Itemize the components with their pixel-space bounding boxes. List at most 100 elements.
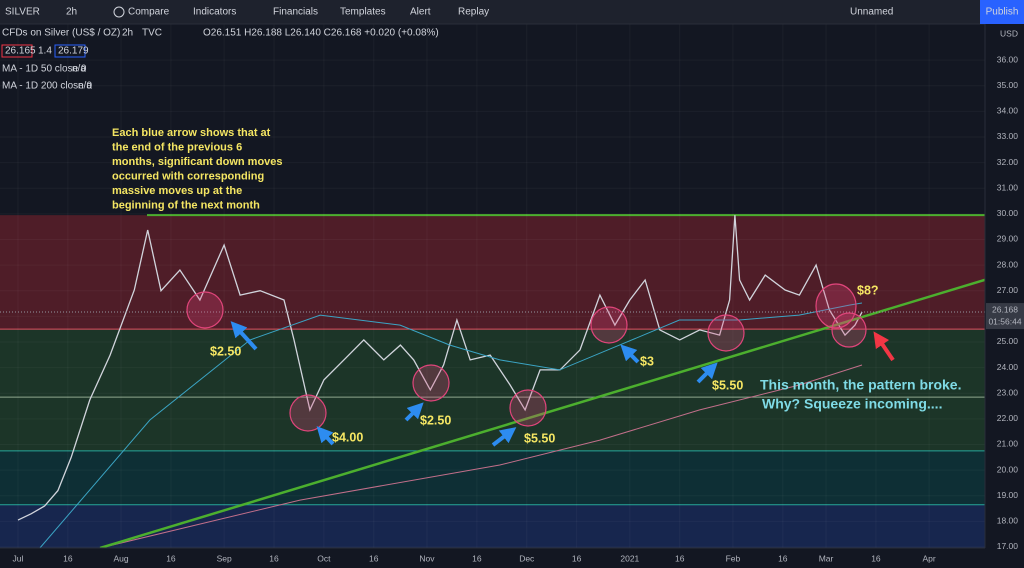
note-line: the end of the previous 6 [112, 141, 242, 153]
replay-button[interactable]: Replay [458, 7, 489, 18]
ohlc: O26.151 H26.188 L26.140 C26.168 +0.020 (… [203, 28, 439, 39]
ma200-value: n/a [78, 81, 92, 92]
y-tick-label: 33.00 [997, 131, 1019, 141]
note-line: beginning of the next month [112, 199, 260, 211]
price-axis [985, 24, 1024, 568]
x-tick-label: Mar [819, 553, 834, 563]
annotation: $2.50 [210, 344, 241, 358]
arrow [491, 427, 517, 447]
interval[interactable]: 2h [66, 7, 77, 18]
alert-button[interactable]: Alert [410, 7, 431, 18]
zone-layer [0, 24, 985, 548]
comment: Why? Squeeze incoming.... [762, 396, 942, 412]
note-line: occurred with corresponding [112, 170, 264, 182]
legend-interval: 2h [122, 28, 133, 39]
circle [707, 314, 745, 352]
y-tick-label: 32.00 [997, 157, 1019, 167]
x-tick-label: 16 [871, 553, 881, 563]
x-tick-label: 16 [63, 553, 73, 563]
zone [0, 450, 985, 505]
y-tick-label: 24.00 [997, 362, 1019, 372]
arrow [620, 344, 640, 364]
y-tick-label: 23.00 [997, 387, 1019, 397]
red-arrow [873, 331, 895, 362]
arrow [316, 426, 335, 446]
x-tick-label: 16 [166, 553, 176, 563]
circle [590, 306, 628, 344]
bid: 26.165 [5, 46, 36, 57]
zone [0, 215, 985, 330]
x-tick-label: 16 [778, 553, 788, 563]
arrow [230, 321, 258, 351]
ma50-legend: MA - 1D 50 close 0 [2, 64, 87, 75]
y-tick-label: 31.00 [997, 182, 1019, 192]
y-tick-label: 18.00 [997, 516, 1019, 526]
y-tick-label: 36.00 [997, 54, 1019, 64]
x-tick-label: Dec [519, 553, 535, 563]
y-tick-label: 28.00 [997, 259, 1019, 269]
y-tick-label: 29.00 [997, 234, 1019, 244]
last-price: 26.168 [992, 304, 1018, 314]
publish-button-bg[interactable] [980, 0, 1024, 24]
comment: This month, the pattern broke. [760, 377, 961, 393]
y-tick-label: 30.00 [997, 208, 1019, 218]
annotation: $4.00 [332, 430, 363, 444]
circles [186, 283, 867, 432]
circle [412, 364, 450, 402]
x-tick-label: Sep [217, 553, 232, 563]
note-line: months, significant down moves [112, 156, 283, 168]
zone [0, 504, 985, 548]
legend-exchange: TVC [142, 28, 162, 39]
layout-name[interactable]: Unnamed [850, 7, 893, 18]
compare-icon [113, 6, 125, 18]
x-tick-label: Feb [726, 553, 741, 563]
annotation: $3 [640, 354, 654, 368]
circle [815, 283, 857, 329]
annotation: $8? [857, 283, 879, 297]
x-tick-label: Nov [419, 553, 435, 563]
price-line [17, 215, 863, 521]
trendline [99, 278, 985, 548]
moving-average [99, 364, 863, 548]
time-axis [0, 548, 985, 568]
line-layer [0, 215, 985, 548]
x-tick-label: Jul [13, 553, 24, 563]
y-tick-label: 34.00 [997, 106, 1019, 116]
templates-button[interactable]: Templates [340, 7, 386, 18]
circle [289, 394, 327, 432]
y-tick-label: 27.00 [997, 285, 1019, 295]
y-tick-label: 17.00 [997, 541, 1019, 551]
ma50-value: n/a [72, 64, 86, 75]
note-line: Each blue arrow shows that at [112, 127, 271, 139]
arrow [404, 402, 424, 422]
y-tick-label: 25.00 [997, 336, 1019, 346]
x-tick-label: 16 [572, 553, 582, 563]
x-tick-label: Apr [923, 553, 936, 563]
moving-average [39, 302, 863, 548]
x-tick-label: Aug [113, 553, 128, 563]
indicators-button[interactable]: Indicators [193, 7, 236, 18]
bid-badge [1, 44, 33, 58]
last-price-tag [986, 303, 1024, 330]
compare-button[interactable]: Compare [128, 7, 170, 18]
series-title: CFDs on Silver (US$ / OZ) [2, 28, 120, 39]
circle [831, 312, 867, 348]
financials-button[interactable]: Financials [273, 7, 318, 18]
x-tick-label: 16 [675, 553, 685, 563]
y-tick-label: 35.00 [997, 80, 1019, 90]
x-tick-label: 2021 [620, 553, 639, 563]
ask-badge [54, 44, 86, 58]
symbol[interactable]: SILVER [5, 7, 40, 18]
y-tick-label: 21.00 [997, 439, 1019, 449]
note-line: massive moves up at the [112, 185, 242, 197]
axes: 17.00 18.00 19.00 20.00 21.00 22.00 23.00 24.00… [13, 54, 1024, 563]
toolbar [0, 0, 1024, 24]
annotation: $5.50 [524, 431, 555, 445]
x-tick-label: Oct [317, 553, 331, 563]
publish-button[interactable]: Publish [986, 7, 1019, 18]
annotation: $5.50 [712, 378, 743, 392]
x-tick-label: 16 [472, 553, 482, 563]
y-tick-label: 19.00 [997, 490, 1019, 500]
